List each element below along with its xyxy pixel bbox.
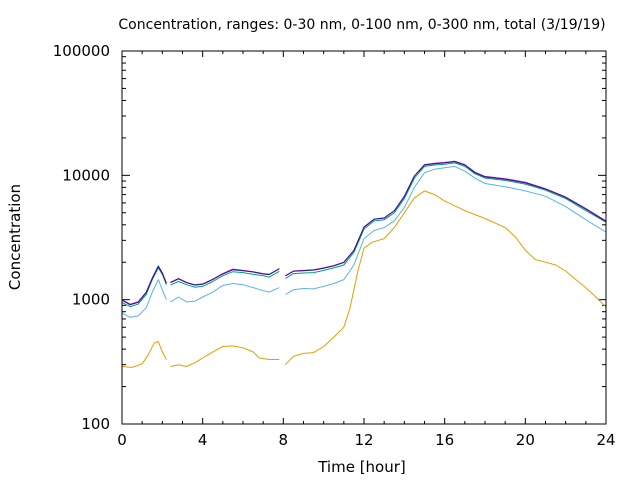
x-axis-label: Time [hour]: [317, 458, 406, 476]
x-tick-label: 20: [516, 431, 535, 449]
y-tick-label: 1000: [72, 291, 110, 309]
series-line-2: [121, 165, 607, 318]
series-line-3: [121, 162, 607, 308]
series-line-5: [121, 161, 607, 306]
x-tick-label: 24: [596, 431, 615, 449]
x-tick-label: 8: [279, 431, 289, 449]
plot-series: [121, 160, 607, 368]
chart-title: Concentration, ranges: 0-30 nm, 0-100 nm…: [118, 17, 605, 33]
y-axis-label: Concentration: [6, 184, 24, 290]
y-tick-label: 100: [81, 415, 110, 433]
y-tick-label: 10000: [62, 166, 110, 184]
axis-ticks: 0 4 8 12 16 20 24 100 1000 10000 100000: [53, 42, 616, 449]
x-tick-label: 16: [435, 431, 454, 449]
series-line-1: [121, 190, 607, 368]
x-tick-label: 12: [354, 431, 373, 449]
x-tick-label: 4: [198, 431, 208, 449]
plot-frame: [121, 50, 607, 425]
y-tick-label: 100000: [53, 42, 110, 60]
x-tick-label: 0: [117, 431, 127, 449]
